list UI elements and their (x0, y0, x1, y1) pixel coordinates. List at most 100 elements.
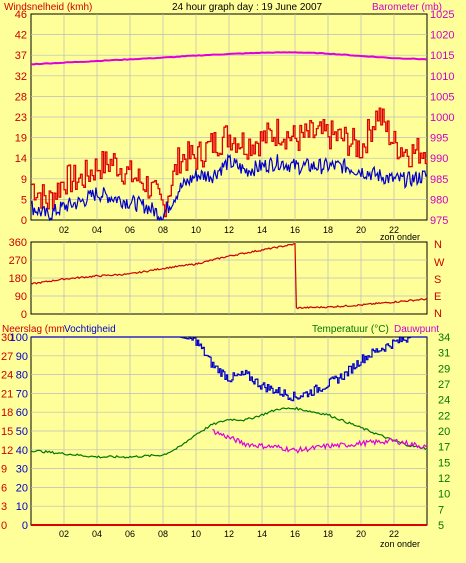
barometer-line (30, 51, 428, 66)
wind-direction-line (30, 243, 428, 310)
time-axis-label: 04 (92, 225, 102, 235)
wind-tick-label: 14 (15, 153, 27, 165)
wind-axis-title: Windsnelheid (kmh) (4, 2, 92, 13)
time-axis-label: 08 (158, 225, 168, 235)
wind-tick-label: 28 (15, 91, 27, 103)
time-axis-label: 20 (356, 529, 366, 539)
rain-tick-label: 15 (1, 426, 13, 438)
time-axis-label: 12 (224, 225, 234, 235)
baro-tick-label: 1005 (430, 91, 454, 103)
time-axis-label: 16 (290, 225, 300, 235)
temp-tick-label: 22 (438, 410, 450, 422)
baro-tick-label: 1025 (430, 9, 454, 21)
humidity-tick-label: 40 (16, 445, 28, 457)
rain-tick-label: 30 (1, 332, 13, 344)
compass-label-n-top: N (434, 239, 442, 251)
time-axis-label: 14 (257, 529, 267, 539)
wind-tick-label: 5 (21, 194, 27, 206)
humidity-tick-label: 30 (16, 464, 28, 476)
humidity-axis-title: Vochtigheid (64, 324, 116, 335)
wind-tick-label: 32 (15, 71, 27, 83)
baro-tick-label: 1020 (430, 30, 454, 42)
time-axis-label: 16 (290, 529, 300, 539)
rain-tick-label: 21 (1, 388, 13, 400)
time-axis-label: 06 (125, 225, 135, 235)
humidity-tick-label: 100 (10, 332, 28, 344)
compass-label-w: W (434, 257, 445, 269)
wind-tick-label: 23 (15, 112, 27, 124)
humidity-tick-label: 70 (16, 388, 28, 400)
barometer-axis-title: Barometer (mb) (372, 2, 442, 13)
temp-tick-label: 31 (438, 348, 450, 360)
temp-tick-label: 24 (438, 395, 450, 407)
rain-tick-label: 6 (1, 482, 7, 494)
wind-tick-label: 46 (15, 9, 27, 21)
rain-tick-label: 12 (1, 445, 13, 457)
chart-main-title: 24 hour graph day : 19 June 2007 (172, 2, 323, 13)
time-axis-label: 18 (323, 529, 333, 539)
humidity-tick-label: 90 (16, 351, 28, 363)
time-axis-label: 02 (59, 529, 69, 539)
time-axis-label: 14 (257, 225, 267, 235)
temp-tick-label: 10 (438, 489, 450, 501)
temp-tick-label: 5 (438, 520, 444, 532)
rain-tick-label: 0 (1, 520, 7, 532)
rain-tick-label: 18 (1, 407, 13, 419)
temp-tick-label: 15 (438, 457, 450, 469)
temp-tick-label: 27 (438, 379, 450, 391)
humidity-tick-label: 60 (16, 407, 28, 419)
wind-tick-label: 42 (15, 30, 27, 42)
humidity-line (31, 336, 427, 402)
time-axis-label: 04 (92, 529, 102, 539)
rain-axis-title: Neerslag (mm (2, 324, 65, 335)
baro-tick-label: 995 (430, 133, 448, 145)
temp-tick-label: 7 (438, 504, 444, 516)
rain-tick-label: 24 (1, 370, 13, 382)
dewpoint-line (212, 428, 428, 454)
humidity-tick-label: 0 (22, 520, 28, 532)
time-axis-label: 18 (323, 225, 333, 235)
time-axis-label: 02 (59, 225, 69, 235)
dewpoint-axis-title: Dauwpunt (394, 324, 439, 335)
time-axis-label: 08 (158, 529, 168, 539)
temp-tick-label: 12 (438, 473, 450, 485)
temp-tick-label: 29 (438, 363, 450, 375)
direction-tick-label: 180 (9, 273, 27, 285)
direction-tick-label: 360 (9, 237, 27, 249)
direction-tick-label: 270 (9, 255, 27, 267)
time-axis-label: 06 (125, 529, 135, 539)
rain-tick-label: 27 (1, 351, 13, 363)
compass-label-n-bottom: N (434, 308, 442, 320)
humidity-tick-label: 10 (16, 501, 28, 513)
temperature-line (30, 406, 428, 459)
sunset-label-top: zon onder (380, 232, 420, 242)
baro-tick-label: 1000 (430, 112, 454, 124)
time-axis-label: 20 (356, 225, 366, 235)
time-axis-label: 22 (389, 225, 399, 235)
time-axis-label: 10 (191, 225, 201, 235)
wind-tick-label: 19 (15, 133, 27, 145)
humidity-tick-label: 50 (16, 426, 28, 438)
temp-tick-label: 17 (438, 442, 450, 454)
direction-tick-label: 90 (15, 291, 27, 303)
direction-tick-label: 0 (21, 309, 27, 321)
time-axis-label: 12 (224, 529, 234, 539)
time-axis-label: 22 (389, 529, 399, 539)
wind-tick-label: 37 (15, 50, 27, 62)
humidity-tick-label: 20 (16, 482, 28, 494)
wind-tick-label: 9 (21, 174, 27, 186)
sunset-label-bottom: zon onder (380, 539, 420, 549)
wind-gust-line (31, 107, 428, 218)
wind-speed-line (30, 153, 428, 222)
baro-tick-label: 980 (430, 194, 448, 206)
compass-label-s: S (434, 274, 441, 286)
baro-tick-label: 990 (430, 153, 448, 165)
baro-tick-label: 1010 (430, 71, 454, 83)
rain-tick-label: 9 (1, 464, 7, 476)
baro-tick-label: 985 (430, 174, 448, 186)
temp-tick-label: 34 (438, 332, 450, 344)
time-axis-label: 10 (191, 529, 201, 539)
baro-tick-label: 975 (430, 215, 448, 227)
humidity-tick-label: 80 (16, 370, 28, 382)
